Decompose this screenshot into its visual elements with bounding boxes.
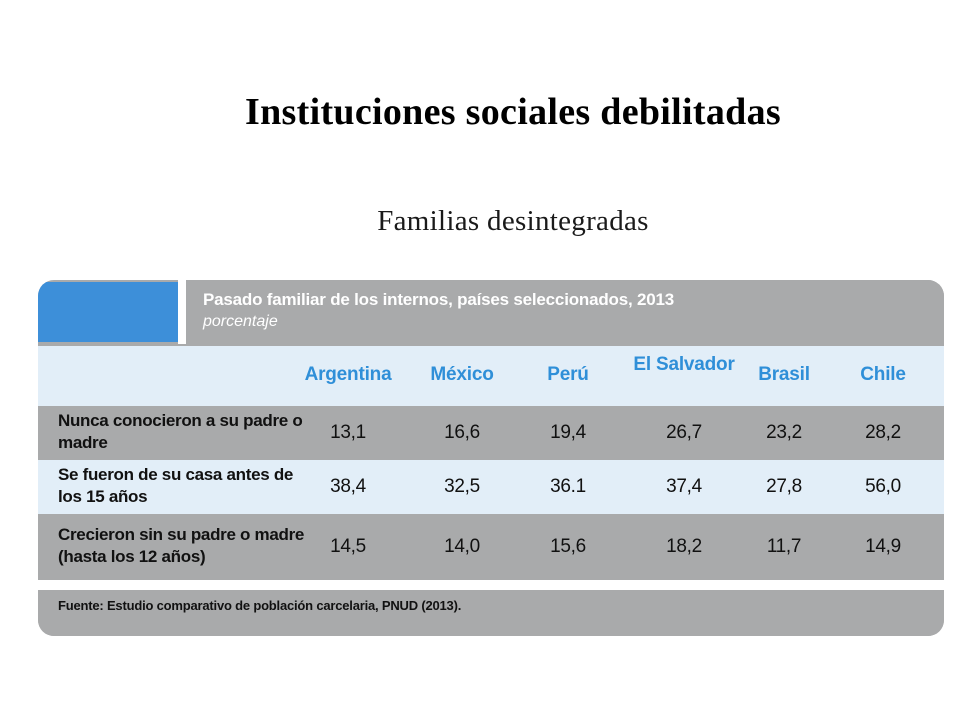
- table-cell: 56,0: [865, 476, 901, 497]
- table-cell: 11,7: [766, 536, 802, 557]
- accent-block: [38, 282, 178, 342]
- slide-title: Instituciones sociales debilitadas: [245, 91, 781, 133]
- table-cell: 14,9: [865, 536, 901, 557]
- row-label: Crecieron sin su padre o madre (hasta lo…: [58, 525, 305, 566]
- table-row: Nunca conocieron a su padre o madre 13,1…: [38, 406, 944, 460]
- slide-subtitle: Familias desintegradas: [377, 205, 649, 237]
- column-header-brasil: Brasil: [758, 364, 810, 385]
- column-header-chile: Chile: [860, 364, 906, 385]
- footer-divider: [38, 580, 944, 590]
- column-header-peru: Perú: [547, 364, 589, 385]
- table-cell: 14,5: [330, 536, 366, 557]
- table-cell: 14,0: [444, 536, 480, 557]
- table-unit: porcentaje: [203, 313, 278, 330]
- table-cell: 27,8: [766, 476, 802, 497]
- table-cell: 26,7: [666, 422, 702, 443]
- column-header-mexico: México: [430, 364, 494, 385]
- table-cell: 38,4: [330, 476, 366, 497]
- table-cell: 18,2: [666, 536, 702, 557]
- table-cell: 16,6: [444, 422, 480, 443]
- table-cell: 23,2: [766, 422, 802, 443]
- table-footer: Fuente: Estudio comparativo de población…: [38, 590, 944, 636]
- table-cell: 36.1: [550, 476, 586, 497]
- table-cell: 13,1: [330, 422, 366, 443]
- table-cell: 28,2: [865, 422, 901, 443]
- column-header-argentina: Argentina: [304, 364, 392, 385]
- table-title: Pasado familiar de los internos, países …: [203, 290, 675, 309]
- header-separator: [178, 280, 186, 344]
- table-row: Se fueron de su casa antes de los 15 año…: [38, 460, 944, 514]
- table-cell: 19,4: [550, 422, 586, 443]
- data-table-card: Pasado familiar de los internos, países …: [38, 280, 944, 636]
- table-cell: 37,4: [666, 476, 702, 497]
- source-note: Fuente: Estudio comparativo de población…: [58, 598, 462, 613]
- table-row: Crecieron sin su padre o madre (hasta lo…: [38, 514, 944, 580]
- table-header-band: [186, 280, 944, 342]
- table-cell: 15,6: [550, 536, 586, 557]
- row-label: Nunca conocieron a su padre o madre: [58, 411, 303, 452]
- column-header-row: Argentina México Perú El Salvador Brasil…: [38, 346, 944, 406]
- row-label: Se fueron de su casa antes de los 15 año…: [58, 465, 294, 506]
- column-header-el-salvador: El Salvador: [633, 354, 735, 375]
- table-cell: 32,5: [444, 476, 480, 497]
